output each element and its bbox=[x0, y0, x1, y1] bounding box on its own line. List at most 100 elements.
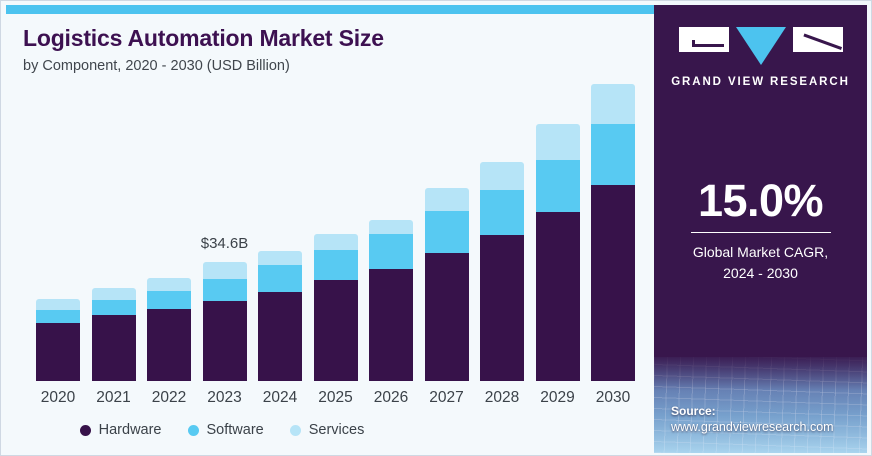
bar-segment-hardware[interactable] bbox=[91, 315, 136, 381]
bar-group-2026[interactable]: 2026 bbox=[369, 220, 413, 406]
bar-group-2028[interactable]: 2028 bbox=[480, 162, 524, 406]
stacked-bar[interactable] bbox=[147, 278, 191, 381]
bar-segment-software[interactable] bbox=[535, 160, 580, 212]
chart-panel: Logistics Automation Market Size by Comp… bbox=[1, 1, 658, 455]
bar-group-2024[interactable]: 2024 bbox=[258, 251, 302, 406]
bar-group-2027[interactable]: 2027 bbox=[424, 188, 469, 406]
bar-segment-software[interactable] bbox=[258, 265, 302, 292]
bar-segment-hardware[interactable] bbox=[202, 301, 247, 381]
bar-segment-hardware[interactable] bbox=[313, 280, 358, 381]
brand-name: GRAND VIEW RESEARCH bbox=[671, 76, 850, 88]
stacked-bar[interactable] bbox=[591, 84, 635, 381]
bar-segment-software[interactable] bbox=[480, 190, 524, 235]
top-accent-bar bbox=[6, 5, 654, 14]
source-url[interactable]: www.grandviewresearch.com bbox=[671, 420, 834, 434]
legend-item-software[interactable]: Software bbox=[187, 422, 264, 438]
legend-swatch-hardware bbox=[79, 424, 91, 436]
logo-letter-v-triangle-icon bbox=[735, 27, 786, 65]
x-axis-label-2026: 2026 bbox=[373, 389, 409, 406]
cagr-caption-line1: Global Market CAGR, bbox=[692, 244, 829, 260]
x-axis-label-2020: 2020 bbox=[40, 389, 76, 406]
bar-segment-services[interactable] bbox=[535, 124, 580, 160]
bar-value-label: $34.6B bbox=[200, 235, 249, 252]
x-axis-label-2022: 2022 bbox=[151, 389, 187, 406]
bar-segment-hardware[interactable] bbox=[147, 309, 191, 381]
x-axis-label-2021: 2021 bbox=[96, 389, 131, 406]
cagr-value: 15.0% bbox=[697, 175, 824, 226]
x-axis-label-2028: 2028 bbox=[484, 389, 520, 406]
cagr-divider bbox=[690, 232, 831, 233]
legend-label-services: Services bbox=[308, 422, 365, 438]
stacked-bar[interactable] bbox=[91, 288, 136, 381]
x-axis-label-2025: 2025 bbox=[318, 389, 353, 406]
bar-segment-services[interactable] bbox=[591, 84, 635, 124]
logo-letter-g-icon bbox=[678, 27, 729, 52]
bar-segment-software[interactable] bbox=[202, 279, 247, 301]
bar-segment-hardware[interactable] bbox=[424, 253, 469, 381]
source-label: Source: bbox=[671, 404, 716, 418]
x-axis-label-2023: 2023 bbox=[207, 389, 242, 406]
stacked-bar[interactable] bbox=[535, 124, 580, 381]
x-axis-label-2029: 2029 bbox=[540, 389, 575, 406]
bar-segment-services[interactable] bbox=[369, 220, 413, 234]
bar-segment-software[interactable] bbox=[36, 310, 80, 323]
x-axis-label-2030: 2030 bbox=[595, 389, 631, 406]
bar-segment-hardware[interactable] bbox=[591, 185, 635, 381]
bar-segment-services[interactable] bbox=[480, 162, 524, 190]
stacked-bar[interactable] bbox=[313, 234, 358, 381]
stacked-bar[interactable] bbox=[369, 220, 413, 381]
bar-chart-plot: 2020 2021 2022 $34.6B 2023 2024 2025 2026 2027 20… bbox=[1, 1, 658, 455]
brand-side-panel: GRAND VIEW RESEARCH 15.0% Global Market … bbox=[654, 5, 867, 453]
bar-group-2020[interactable]: 2020 bbox=[36, 299, 80, 406]
cagr-caption-line2: 2024 - 2030 bbox=[723, 265, 798, 281]
bar-group-2021[interactable]: 2021 bbox=[91, 288, 136, 406]
chart-header: Logistics Automation Market Size by Comp… bbox=[23, 25, 623, 75]
bar-segment-software[interactable] bbox=[313, 250, 358, 280]
page-title: Logistics Automation Market Size bbox=[23, 25, 384, 51]
legend-swatch-services bbox=[289, 424, 301, 436]
bar-group-2029[interactable]: 2029 bbox=[535, 124, 580, 406]
legend-item-hardware[interactable]: Hardware bbox=[79, 422, 162, 438]
bar-segment-software[interactable] bbox=[147, 291, 191, 309]
bar-segment-services[interactable] bbox=[36, 299, 80, 310]
bar-segment-hardware[interactable] bbox=[480, 235, 524, 381]
cagr-block: 15.0% Global Market CAGR, 2024 - 2030 bbox=[654, 177, 867, 284]
bar-segment-hardware[interactable] bbox=[369, 269, 413, 381]
stacked-bar[interactable] bbox=[36, 299, 80, 381]
legend-label-hardware: Hardware bbox=[98, 422, 162, 438]
bar-group-2030[interactable]: 2030 bbox=[591, 84, 635, 406]
bar-segment-hardware[interactable] bbox=[535, 212, 580, 381]
x-axis-label-2024: 2024 bbox=[262, 389, 298, 406]
legend-label-software: Software bbox=[206, 422, 264, 438]
bar-segment-software[interactable] bbox=[369, 234, 413, 269]
legend-swatch-software bbox=[187, 424, 199, 436]
stacked-bar[interactable] bbox=[480, 162, 524, 381]
bar-segment-services[interactable] bbox=[147, 278, 191, 291]
bar-group-2023[interactable]: $34.6B 2023 bbox=[201, 235, 249, 406]
bar-segment-software[interactable] bbox=[591, 124, 635, 185]
chart-legend: Hardware Software Services bbox=[1, 422, 658, 438]
bar-segment-software[interactable] bbox=[424, 211, 469, 253]
bar-segment-services[interactable] bbox=[424, 188, 469, 211]
source-block: Source: www.grandviewresearch.com bbox=[671, 403, 834, 435]
bar-segment-services[interactable] bbox=[258, 251, 302, 265]
bar-segment-software[interactable] bbox=[91, 300, 136, 315]
bar-segment-services[interactable] bbox=[313, 234, 358, 250]
logo-marks bbox=[678, 27, 843, 65]
bar-segment-services[interactable] bbox=[202, 262, 247, 279]
bar-group-2022[interactable]: 2022 bbox=[147, 278, 191, 406]
bar-group-2025[interactable]: 2025 bbox=[313, 234, 358, 406]
stacked-bar[interactable] bbox=[202, 262, 247, 381]
stacked-bar[interactable] bbox=[424, 188, 469, 381]
stacked-bar[interactable] bbox=[258, 251, 302, 381]
page-subtitle: by Component, 2020 - 2030 (USD Billion) bbox=[23, 58, 290, 74]
bar-segment-hardware[interactable] bbox=[36, 323, 80, 381]
logo-letter-r-icon bbox=[792, 27, 843, 52]
brand-logo: GRAND VIEW RESEARCH bbox=[654, 27, 867, 88]
mesh-grid-graphic bbox=[654, 357, 867, 453]
legend-item-services[interactable]: Services bbox=[289, 422, 365, 438]
bar-segment-services[interactable] bbox=[91, 288, 136, 300]
x-axis-label-2027: 2027 bbox=[429, 389, 464, 406]
bar-segment-hardware[interactable] bbox=[258, 292, 302, 381]
